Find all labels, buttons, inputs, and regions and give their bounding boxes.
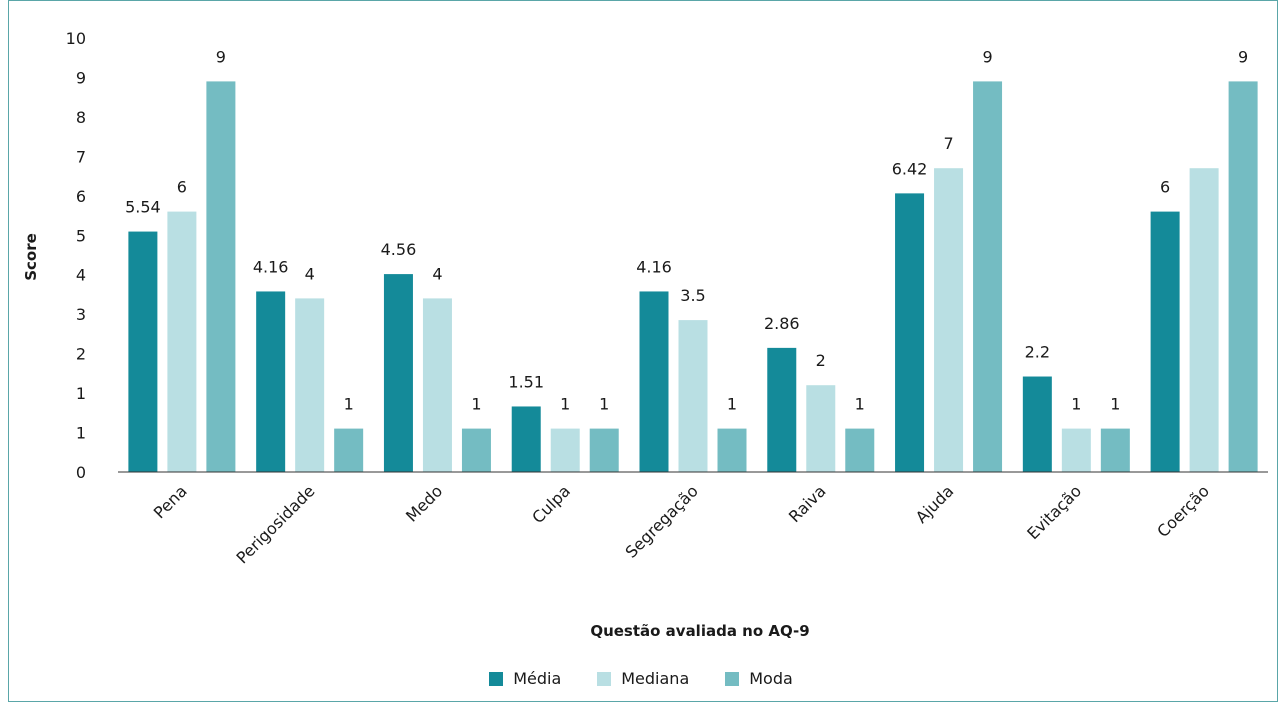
legend-label-mediana: Mediana [621, 669, 690, 688]
data-label: 2.86 [764, 314, 800, 333]
bar [589, 428, 619, 472]
data-label: 4 [432, 264, 442, 283]
y-axis-title: Score [22, 233, 40, 281]
x-axis-ticks: Pena Perigosidade Medo Culpa Segregação Raiva… [150, 481, 1213, 567]
data-labels: 5.54 6 9 4.16 4 1 4.56 4 1 1.51 1 1 4.16 3.5 1 2.86 2 1 6.… [125, 47, 1248, 413]
x-tick-label: Segregação [622, 481, 702, 561]
bar [295, 298, 325, 472]
bar [383, 274, 413, 472]
bar [167, 211, 197, 472]
x-tick-label: Coerção [1153, 481, 1213, 541]
data-label: 4.16 [253, 257, 289, 276]
data-label: 5.54 [125, 198, 161, 217]
data-label: 1 [727, 395, 737, 414]
data-label: 1 [1071, 395, 1081, 414]
legend-item-mediana: Mediana [597, 669, 689, 688]
bar [1061, 428, 1091, 472]
y-tick-label: 2 [76, 345, 86, 364]
legend-swatch-moda [725, 671, 740, 686]
data-label: 1 [471, 395, 481, 414]
bar [1228, 81, 1258, 473]
x-tick-label: Evitação [1023, 481, 1085, 543]
y-tick-label: 10 [66, 29, 86, 48]
bar [934, 168, 964, 472]
bar [973, 81, 1003, 473]
data-label: 2.2 [1025, 343, 1050, 362]
y-tick-label: 4 [76, 266, 86, 285]
legend-label-moda: Moda [749, 669, 793, 688]
bar [806, 385, 836, 472]
y-tick-label: 9 [76, 68, 86, 87]
data-label: 9 [982, 47, 992, 66]
bar [845, 428, 875, 472]
legend-swatch-mediana [597, 671, 612, 686]
data-label: 7 [943, 134, 953, 153]
bar [717, 428, 747, 472]
y-tick-label: 1 [76, 424, 86, 443]
legend-item-media: Média [489, 669, 561, 688]
x-tick-label: Raiva [785, 481, 830, 526]
bar [895, 193, 925, 472]
y-tick-label: 3 [76, 305, 86, 324]
x-tick-label: Perigosidade [232, 481, 318, 567]
data-label: 6 [1160, 178, 1170, 197]
data-label: 4 [305, 264, 315, 283]
bar [422, 298, 452, 472]
bar [1150, 211, 1180, 472]
data-label: 2 [816, 351, 826, 370]
data-label: 1 [599, 395, 609, 414]
bar [461, 428, 491, 472]
legend-swatch-media [489, 671, 504, 686]
bar [511, 406, 541, 472]
y-tick-label: 0 [76, 463, 86, 482]
bar [256, 291, 286, 472]
data-label: 1.51 [508, 372, 544, 391]
y-tick-label: 6 [76, 187, 86, 206]
bar [1022, 376, 1052, 472]
bar [639, 291, 669, 472]
legend-label-media: Média [513, 669, 562, 688]
legend-item-moda: Moda [725, 669, 793, 688]
y-tick-label: 8 [76, 108, 86, 127]
data-label: 9 [216, 47, 226, 66]
data-label: 6.42 [892, 159, 928, 178]
bar [678, 320, 708, 472]
x-tick-label: Pena [150, 481, 191, 522]
x-axis-title: Questão avaliada no AQ-9 [590, 622, 809, 640]
bars [128, 81, 1258, 473]
data-label: 4.56 [381, 240, 417, 259]
data-label: 6 [177, 178, 187, 197]
legend: Média Mediana Moda [0, 669, 1282, 688]
bar [767, 347, 797, 472]
y-tick-label: 5 [76, 226, 86, 245]
x-tick-label: Ajuda [912, 481, 958, 527]
data-label: 1 [1110, 395, 1120, 414]
bar [550, 428, 580, 472]
data-label: 9 [1238, 47, 1248, 66]
data-label: 3.5 [680, 286, 705, 305]
bar [1189, 168, 1219, 472]
bar [1100, 428, 1130, 472]
y-axis-ticks: 0 1 1 2 3 4 5 6 7 8 9 10 [66, 29, 86, 482]
y-tick-label: 1 [76, 384, 86, 403]
x-tick-label: Culpa [528, 481, 574, 527]
bar [128, 231, 158, 472]
data-label: 1 [344, 395, 354, 414]
data-label: 1 [560, 395, 570, 414]
x-tick-label: Medo [402, 481, 446, 525]
bar [206, 81, 236, 473]
data-label: 1 [855, 395, 865, 414]
data-label: 4.16 [636, 257, 672, 276]
bar [334, 428, 364, 472]
y-tick-label: 7 [76, 147, 86, 166]
